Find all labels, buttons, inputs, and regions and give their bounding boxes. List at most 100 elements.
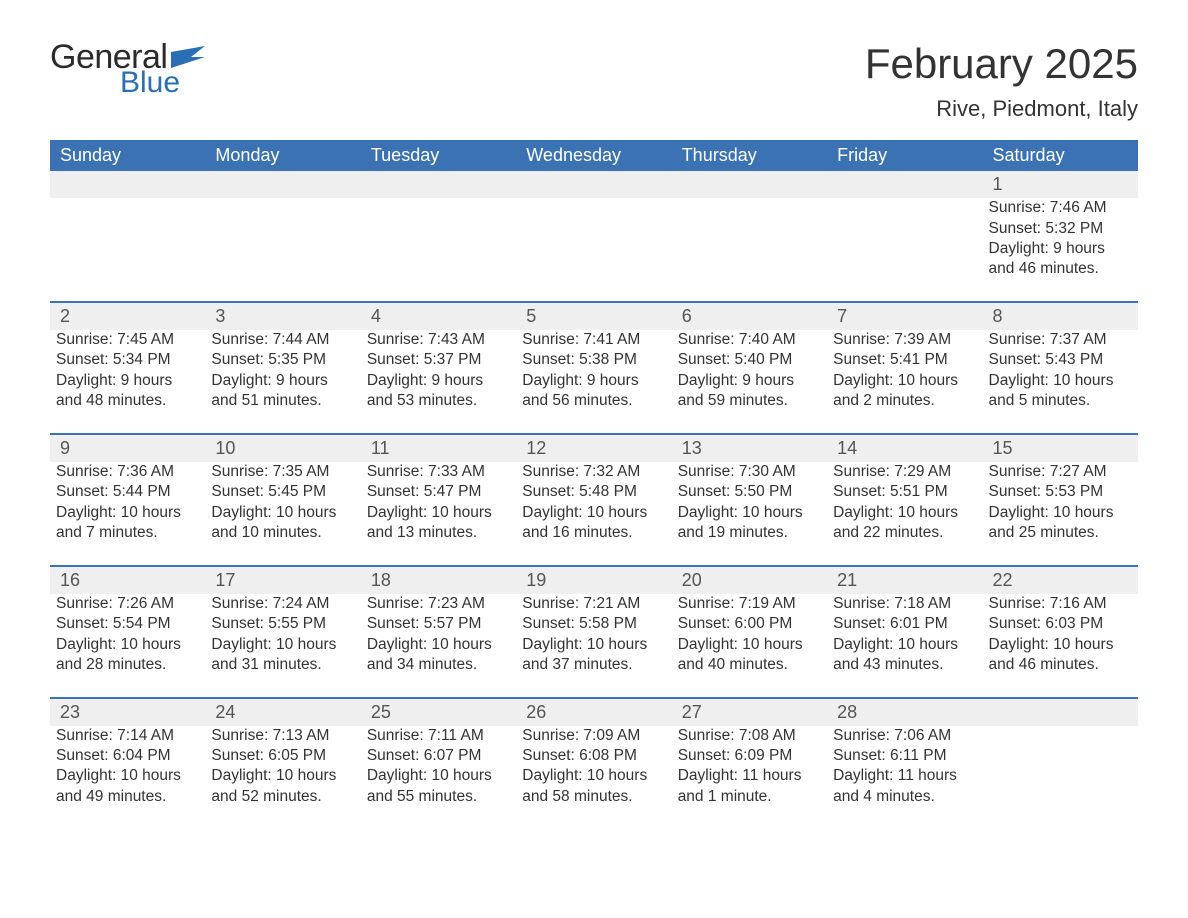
brand-word-2: Blue bbox=[120, 68, 205, 98]
sunrise-line: Sunrise: 7:29 AM bbox=[833, 462, 976, 482]
day-cell bbox=[50, 198, 205, 302]
day-number: 6 bbox=[672, 302, 827, 330]
daylight-line: Daylight: 10 hours and 43 minutes. bbox=[833, 635, 976, 675]
day-number bbox=[672, 171, 827, 198]
day-cell: Sunrise: 7:27 AMSunset: 5:53 PMDaylight:… bbox=[983, 462, 1138, 566]
daylight-line: Daylight: 9 hours and 48 minutes. bbox=[56, 371, 199, 411]
sunset-line: Sunset: 6:00 PM bbox=[678, 614, 821, 634]
sunrise-line: Sunrise: 7:18 AM bbox=[833, 594, 976, 614]
day-number: 7 bbox=[827, 302, 982, 330]
day-number-row: 9101112131415 bbox=[50, 434, 1138, 462]
sunrise-line: Sunrise: 7:06 AM bbox=[833, 726, 976, 746]
day-header: Sunday bbox=[50, 140, 205, 171]
day-number: 4 bbox=[361, 302, 516, 330]
sunset-line: Sunset: 5:32 PM bbox=[989, 219, 1132, 239]
day-cell: Sunrise: 7:06 AMSunset: 6:11 PMDaylight:… bbox=[827, 726, 982, 829]
sunset-line: Sunset: 5:57 PM bbox=[367, 614, 510, 634]
day-cell bbox=[827, 198, 982, 302]
daylight-line: Daylight: 10 hours and 2 minutes. bbox=[833, 371, 976, 411]
day-cell: Sunrise: 7:45 AMSunset: 5:34 PMDaylight:… bbox=[50, 330, 205, 434]
daylight-line: Daylight: 9 hours and 51 minutes. bbox=[211, 371, 354, 411]
sunrise-line: Sunrise: 7:46 AM bbox=[989, 198, 1132, 218]
day-number bbox=[827, 171, 982, 198]
day-number: 18 bbox=[361, 566, 516, 594]
day-cell bbox=[672, 198, 827, 302]
daylight-line: Daylight: 10 hours and 31 minutes. bbox=[211, 635, 354, 675]
day-cell: Sunrise: 7:19 AMSunset: 6:00 PMDaylight:… bbox=[672, 594, 827, 698]
day-cell: Sunrise: 7:33 AMSunset: 5:47 PMDaylight:… bbox=[361, 462, 516, 566]
sunset-line: Sunset: 6:07 PM bbox=[367, 746, 510, 766]
day-number: 10 bbox=[205, 434, 360, 462]
sunset-line: Sunset: 5:44 PM bbox=[56, 482, 199, 502]
day-header-row: SundayMondayTuesdayWednesdayThursdayFrid… bbox=[50, 140, 1138, 171]
day-cell: Sunrise: 7:32 AMSunset: 5:48 PMDaylight:… bbox=[516, 462, 671, 566]
sunrise-line: Sunrise: 7:33 AM bbox=[367, 462, 510, 482]
day-number: 23 bbox=[50, 698, 205, 726]
day-detail-row: Sunrise: 7:14 AMSunset: 6:04 PMDaylight:… bbox=[50, 726, 1138, 829]
sunrise-line: Sunrise: 7:27 AM bbox=[989, 462, 1132, 482]
daylight-line: Daylight: 9 hours and 46 minutes. bbox=[989, 239, 1132, 279]
page-title: February 2025 bbox=[865, 40, 1138, 88]
daylight-line: Daylight: 10 hours and 46 minutes. bbox=[989, 635, 1132, 675]
day-header: Friday bbox=[827, 140, 982, 171]
daylight-line: Daylight: 10 hours and 22 minutes. bbox=[833, 503, 976, 543]
day-number: 21 bbox=[827, 566, 982, 594]
sunset-line: Sunset: 5:34 PM bbox=[56, 350, 199, 370]
day-detail-row: Sunrise: 7:26 AMSunset: 5:54 PMDaylight:… bbox=[50, 594, 1138, 698]
day-cell: Sunrise: 7:46 AMSunset: 5:32 PMDaylight:… bbox=[983, 198, 1138, 302]
day-cell bbox=[516, 198, 671, 302]
daylight-line: Daylight: 10 hours and 13 minutes. bbox=[367, 503, 510, 543]
sunrise-line: Sunrise: 7:32 AM bbox=[522, 462, 665, 482]
location-subtitle: Rive, Piedmont, Italy bbox=[865, 96, 1138, 122]
sunset-line: Sunset: 5:58 PM bbox=[522, 614, 665, 634]
daylight-line: Daylight: 10 hours and 5 minutes. bbox=[989, 371, 1132, 411]
day-cell: Sunrise: 7:30 AMSunset: 5:50 PMDaylight:… bbox=[672, 462, 827, 566]
sunset-line: Sunset: 6:05 PM bbox=[211, 746, 354, 766]
sunrise-line: Sunrise: 7:11 AM bbox=[367, 726, 510, 746]
sunrise-line: Sunrise: 7:43 AM bbox=[367, 330, 510, 350]
day-number: 13 bbox=[672, 434, 827, 462]
day-header: Tuesday bbox=[361, 140, 516, 171]
day-cell: Sunrise: 7:11 AMSunset: 6:07 PMDaylight:… bbox=[361, 726, 516, 829]
day-number bbox=[516, 171, 671, 198]
day-number bbox=[361, 171, 516, 198]
sunset-line: Sunset: 5:54 PM bbox=[56, 614, 199, 634]
day-number: 22 bbox=[983, 566, 1138, 594]
day-cell: Sunrise: 7:16 AMSunset: 6:03 PMDaylight:… bbox=[983, 594, 1138, 698]
daylight-line: Daylight: 10 hours and 55 minutes. bbox=[367, 766, 510, 806]
sunrise-line: Sunrise: 7:35 AM bbox=[211, 462, 354, 482]
daylight-line: Daylight: 10 hours and 34 minutes. bbox=[367, 635, 510, 675]
day-number: 5 bbox=[516, 302, 671, 330]
sunrise-line: Sunrise: 7:24 AM bbox=[211, 594, 354, 614]
day-number-row: 2345678 bbox=[50, 302, 1138, 330]
sunset-line: Sunset: 5:41 PM bbox=[833, 350, 976, 370]
day-cell: Sunrise: 7:09 AMSunset: 6:08 PMDaylight:… bbox=[516, 726, 671, 829]
sunrise-line: Sunrise: 7:36 AM bbox=[56, 462, 199, 482]
sunset-line: Sunset: 5:35 PM bbox=[211, 350, 354, 370]
sunrise-line: Sunrise: 7:16 AM bbox=[989, 594, 1132, 614]
sunrise-line: Sunrise: 7:23 AM bbox=[367, 594, 510, 614]
sunrise-line: Sunrise: 7:44 AM bbox=[211, 330, 354, 350]
day-cell: Sunrise: 7:26 AMSunset: 5:54 PMDaylight:… bbox=[50, 594, 205, 698]
day-number: 26 bbox=[516, 698, 671, 726]
day-number: 17 bbox=[205, 566, 360, 594]
day-cell bbox=[205, 198, 360, 302]
day-cell: Sunrise: 7:24 AMSunset: 5:55 PMDaylight:… bbox=[205, 594, 360, 698]
day-header: Thursday bbox=[672, 140, 827, 171]
day-detail-row: Sunrise: 7:45 AMSunset: 5:34 PMDaylight:… bbox=[50, 330, 1138, 434]
day-cell bbox=[361, 198, 516, 302]
sunrise-line: Sunrise: 7:40 AM bbox=[678, 330, 821, 350]
day-number: 12 bbox=[516, 434, 671, 462]
day-number: 2 bbox=[50, 302, 205, 330]
day-number: 19 bbox=[516, 566, 671, 594]
sunset-line: Sunset: 5:53 PM bbox=[989, 482, 1132, 502]
sunset-line: Sunset: 5:45 PM bbox=[211, 482, 354, 502]
day-header: Wednesday bbox=[516, 140, 671, 171]
daylight-line: Daylight: 10 hours and 7 minutes. bbox=[56, 503, 199, 543]
sunset-line: Sunset: 5:43 PM bbox=[989, 350, 1132, 370]
day-cell: Sunrise: 7:44 AMSunset: 5:35 PMDaylight:… bbox=[205, 330, 360, 434]
day-number: 11 bbox=[361, 434, 516, 462]
day-cell: Sunrise: 7:21 AMSunset: 5:58 PMDaylight:… bbox=[516, 594, 671, 698]
day-number: 20 bbox=[672, 566, 827, 594]
day-detail-row: Sunrise: 7:46 AMSunset: 5:32 PMDaylight:… bbox=[50, 198, 1138, 302]
